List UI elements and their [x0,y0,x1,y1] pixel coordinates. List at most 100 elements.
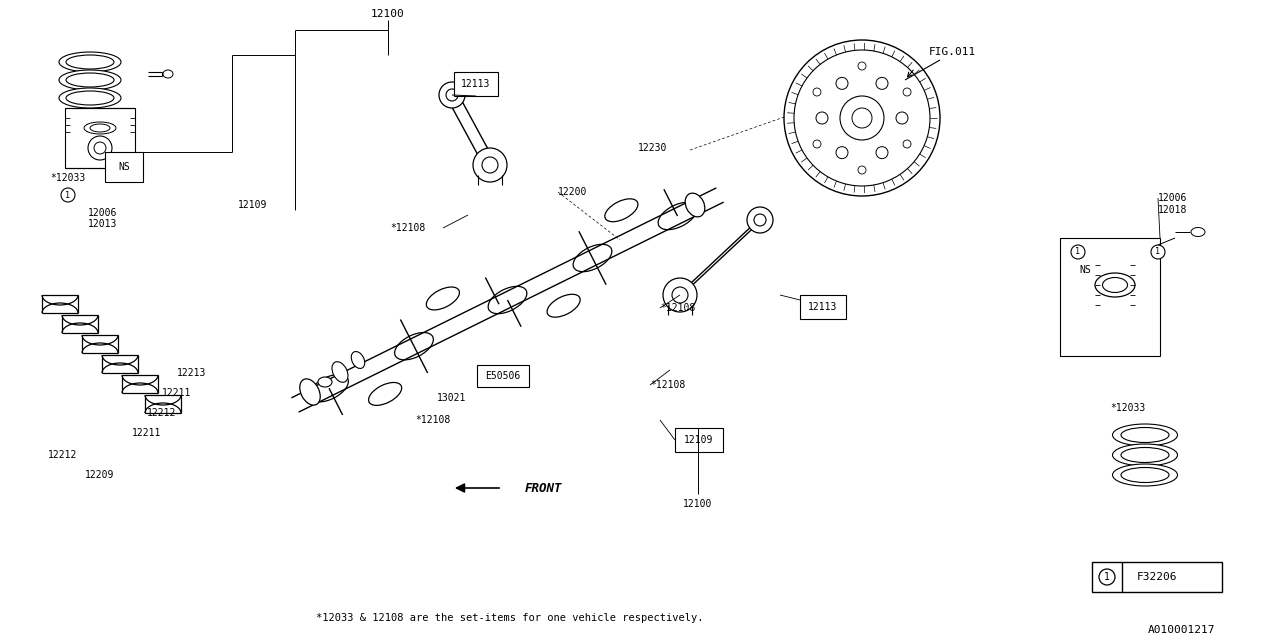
Bar [454,72,498,96]
Text: 1: 1 [65,191,70,200]
Text: *12108: *12108 [416,415,451,425]
Ellipse shape [426,287,460,310]
Bar [65,108,134,168]
Text: *12033 & 12108 are the set-items for one vehicle respectively.: *12033 & 12108 are the set-items for one… [316,613,704,623]
Ellipse shape [59,52,122,72]
Ellipse shape [394,333,434,360]
Ellipse shape [300,379,320,405]
Bar [477,365,529,387]
Circle shape [474,148,507,182]
Text: FRONT: FRONT [525,481,562,495]
Ellipse shape [1121,467,1169,483]
Ellipse shape [1112,424,1178,446]
Ellipse shape [90,124,110,132]
Circle shape [794,50,931,186]
Text: 12100: 12100 [371,9,404,19]
Ellipse shape [658,202,696,230]
Text: E50506: E50506 [485,371,521,381]
Ellipse shape [67,91,114,105]
Ellipse shape [332,362,348,382]
Ellipse shape [1121,447,1169,463]
Circle shape [813,140,820,148]
Circle shape [61,188,76,202]
Circle shape [1071,245,1085,259]
Circle shape [1151,245,1165,259]
Ellipse shape [84,122,116,134]
Circle shape [836,77,849,90]
Text: 12013: 12013 [88,219,118,229]
Text: NS: NS [118,162,129,172]
Text: 12113: 12113 [461,79,490,89]
Ellipse shape [1112,464,1178,486]
Bar [1060,238,1160,356]
Text: 12230: 12230 [637,143,667,153]
Circle shape [902,140,911,148]
Text: 12100: 12100 [684,499,713,509]
Text: 1: 1 [1105,572,1110,582]
Circle shape [783,40,940,196]
Text: 12109: 12109 [685,435,714,445]
Text: 12113: 12113 [808,302,837,312]
Circle shape [1100,569,1115,585]
Text: 12213: 12213 [177,368,206,378]
Text: 12200: 12200 [558,187,588,197]
Ellipse shape [1094,273,1135,297]
Ellipse shape [573,244,612,271]
Circle shape [876,147,888,159]
Ellipse shape [1112,444,1178,466]
Ellipse shape [317,377,332,387]
Ellipse shape [1121,428,1169,442]
Bar [1092,562,1222,592]
Circle shape [817,112,828,124]
Ellipse shape [1190,227,1204,237]
Circle shape [672,287,689,303]
Circle shape [439,82,465,108]
Circle shape [445,89,458,101]
Circle shape [902,88,911,96]
Ellipse shape [67,73,114,87]
Ellipse shape [310,374,348,402]
Text: 12018: 12018 [1158,205,1188,215]
Text: 12212: 12212 [147,408,177,418]
Ellipse shape [547,294,580,317]
Bar [675,428,723,452]
Text: 12006: 12006 [88,208,118,218]
Text: NS: NS [1079,265,1091,275]
Text: *12108: *12108 [660,303,695,313]
Circle shape [88,136,113,160]
Ellipse shape [163,70,173,78]
Text: 13021: 13021 [438,393,467,403]
Circle shape [852,108,872,128]
Text: 12212: 12212 [49,450,77,460]
Ellipse shape [488,286,527,314]
Ellipse shape [67,55,114,69]
Ellipse shape [685,193,705,217]
Circle shape [858,166,867,174]
Text: 12109: 12109 [238,200,268,210]
Ellipse shape [369,383,402,405]
Text: *12108: *12108 [390,223,425,233]
Ellipse shape [1102,278,1128,292]
Ellipse shape [59,70,122,90]
Bar [800,295,846,319]
Text: 1: 1 [1075,248,1080,257]
Text: 12211: 12211 [132,428,161,438]
Text: FIG.011: FIG.011 [928,47,975,57]
Circle shape [896,112,908,124]
Ellipse shape [605,199,637,221]
Bar [105,152,143,182]
Circle shape [754,214,765,226]
Text: *12033: *12033 [50,173,86,183]
Ellipse shape [351,351,365,369]
Circle shape [813,88,820,96]
Ellipse shape [59,88,122,108]
Circle shape [748,207,773,233]
Circle shape [663,278,698,312]
Text: *12033: *12033 [1110,403,1146,413]
Circle shape [836,147,849,159]
Text: F32206: F32206 [1137,572,1178,582]
Text: 12006: 12006 [1158,193,1188,203]
Circle shape [483,157,498,173]
Text: 12209: 12209 [84,470,114,480]
Circle shape [840,96,884,140]
